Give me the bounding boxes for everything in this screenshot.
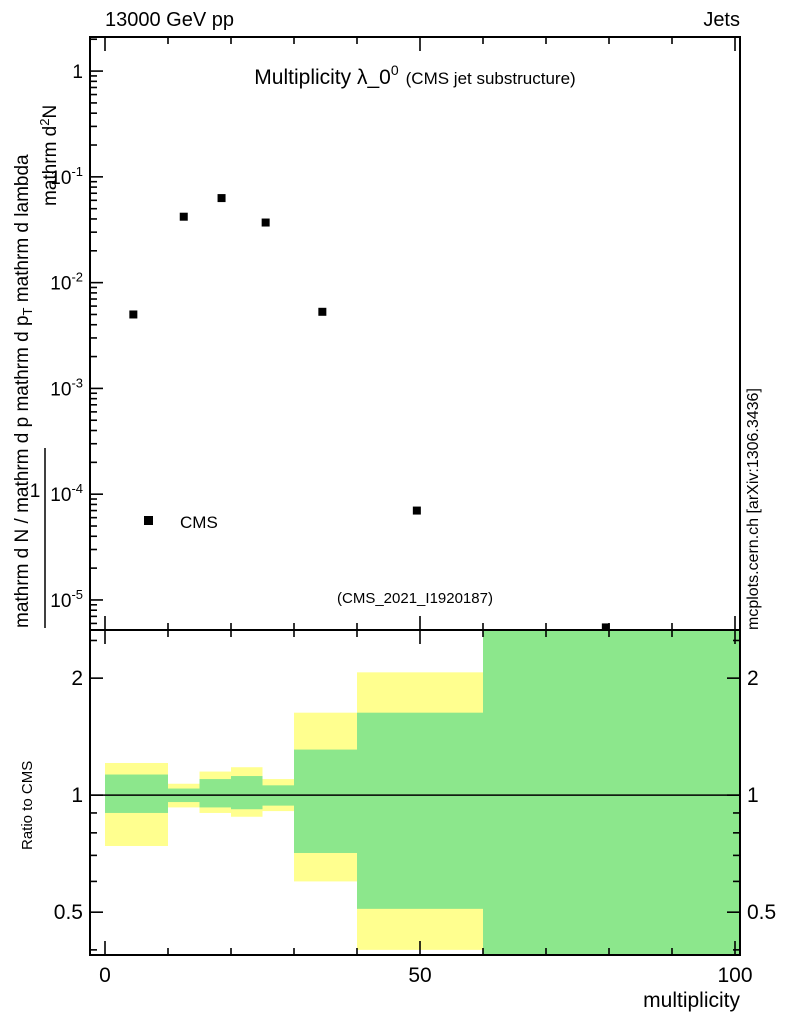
- data-point-marker: [412, 506, 421, 515]
- ratio-band-inner: [105, 774, 168, 813]
- y-axis-label-num-a: mathrm d: [40, 126, 61, 206]
- header-beam-energy: 13000 GeV pp: [105, 9, 234, 31]
- plot-title-superscript: 0: [391, 62, 399, 78]
- main-y-tick-label: 1: [72, 62, 83, 83]
- y-axis-label-denominator: mathrm d N / mathrm d p mathrm d pT math…: [12, 154, 35, 628]
- data-point-marker: [261, 218, 270, 227]
- data-points-layer: [129, 194, 610, 630]
- y-axis-label-den-a: mathrm d N / mathrm d p mathrm d p: [12, 315, 33, 628]
- y-axis-label-numerator: mathrm d2N: [37, 105, 61, 206]
- mcplots-credit-label: mcplots.cern.ch [arXiv:1306.3436]: [745, 388, 762, 630]
- legend-marker-square: [144, 516, 153, 525]
- plot-title-main: Multiplicity λ_0: [254, 66, 391, 89]
- x-tick-label: 100: [717, 964, 752, 987]
- ratio-band-inner: [357, 712, 483, 909]
- y-axis-label-den-b: mathrm d lambda: [12, 154, 33, 308]
- ratio-y-tick-label-left: 1: [71, 784, 83, 807]
- main-y-tick-label: 10-5: [50, 587, 83, 612]
- ratio-band-inner: [483, 630, 740, 955]
- data-point-marker: [601, 623, 610, 630]
- ratio-band-inner: [231, 776, 263, 810]
- plot-title-note: (CMS jet substructure): [406, 69, 576, 88]
- main-y-tick-label: 10-4: [50, 481, 83, 506]
- data-point-marker: [179, 212, 188, 221]
- ratio-y-tick-label-right: 1: [747, 784, 759, 807]
- data-point-marker: [129, 310, 138, 319]
- ratio-y-tick-label-left: 2: [71, 667, 83, 690]
- data-point-marker: [217, 194, 226, 203]
- x-tick-label: 0: [99, 964, 111, 987]
- plot-title: Multiplicity λ_00 (CMS jet substructure): [254, 62, 575, 89]
- ratio-y-axis-label: Ratio to CMS: [19, 761, 36, 850]
- main-frame: [89, 36, 741, 631]
- ratio-band-inner: [199, 779, 231, 808]
- main-y-tick-label: 10-3: [50, 375, 83, 400]
- x-axis-label: multiplicity: [643, 989, 740, 1012]
- ratio-frame: [89, 629, 741, 956]
- ticks-layer: 1 10-1 10-2 10-3 10-4 10-5 0 50 100 2 2 1 1 0.5 0.5: [50, 37, 776, 987]
- main-y-tick-label: 10-1: [50, 164, 83, 189]
- analysis-id-watermark: (CMS_2021_I1920187): [337, 590, 493, 607]
- header-analysis-group: Jets: [703, 9, 740, 31]
- ratio-band-inner: [294, 749, 357, 853]
- x-tick-label: 50: [408, 964, 431, 987]
- y-axis-label-num-sup: 2: [37, 119, 52, 126]
- y-axis-label-den-sub: T: [20, 307, 35, 315]
- y-axis-label-num-b: N: [40, 105, 61, 119]
- ratio-y-tick-label-left: 0.5: [54, 901, 83, 924]
- legend-label: CMS: [180, 513, 218, 532]
- ratio-y-tick-label-right: 2: [747, 667, 759, 690]
- ratio-bands-layer: [90, 630, 740, 955]
- data-point-marker: [318, 307, 327, 316]
- y-axis-label-fraction-one: 1: [30, 481, 41, 502]
- ratio-y-tick-label-right: 0.5: [747, 901, 776, 924]
- main-y-tick-label: 10-2: [50, 270, 83, 295]
